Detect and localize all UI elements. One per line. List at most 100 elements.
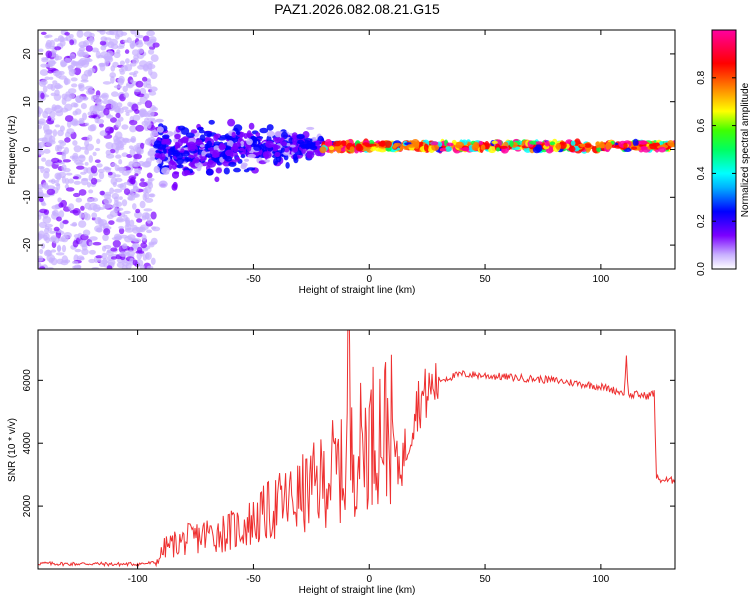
heatmap-cell: [122, 85, 128, 93]
heatmap-cell: [69, 209, 79, 214]
heatmap-cell: [38, 255, 44, 262]
heatmap-cell: [75, 197, 83, 203]
heatmap-cell: [116, 49, 121, 54]
heatmap-cell: [109, 210, 118, 218]
colorbar-tick-label: 0.4: [696, 166, 707, 180]
heatmap-cell: [43, 171, 50, 179]
heatmap-cell: [190, 129, 198, 134]
heatmap-cell: [296, 133, 305, 140]
heatmap-cell: [75, 61, 80, 65]
heatmap-cell: [264, 159, 270, 163]
heatmap-cell: [55, 110, 64, 117]
heatmap-cell: [658, 146, 667, 153]
heatmap-cell: [56, 216, 62, 222]
heatmap-cell: [71, 83, 78, 88]
heatmap-cell: [142, 187, 148, 194]
heatmap-cell: [119, 70, 126, 75]
heatmap-cell: [153, 165, 160, 174]
heatmap-cell: [180, 148, 185, 153]
snr-plot-background: [38, 330, 675, 569]
heatmap-cell: [57, 197, 62, 203]
heatmap-cell: [94, 159, 101, 163]
snr-plot: -100 -50 0 50 100 2000 4000 6000 Height of str…: [7, 329, 676, 596]
heatmap-cell: [63, 78, 71, 85]
heatmap-cell: [53, 93, 62, 102]
heatmap-cell: [84, 149, 89, 155]
heatmap-cell: [149, 86, 158, 92]
heatmap-cell: [85, 45, 93, 52]
heatmap-cell: [630, 146, 638, 150]
heatmap-cell: [124, 236, 133, 243]
heatmap-cell: [38, 124, 42, 130]
heatmap-cell: [147, 150, 155, 157]
heatmap-cell: [50, 249, 57, 253]
heatmap-cell: [88, 241, 93, 246]
heatmap-cell: [131, 193, 140, 198]
heatmap-cell: [274, 130, 283, 138]
heatmap-cell: [146, 265, 154, 269]
heatmap-cell: [39, 266, 46, 269]
heatmap-cell: [75, 162, 84, 166]
heatmap-cell: [69, 53, 76, 60]
heatmap-cell: [134, 211, 142, 219]
heatmap-cell: [116, 167, 125, 171]
heatmap-cell: [145, 157, 152, 164]
heatmap-cell: [446, 142, 454, 147]
heatmap-cell: [66, 128, 75, 135]
heatmap-cell: [61, 93, 68, 100]
heatmap-cell: [58, 202, 64, 208]
heatmap-cell: [264, 152, 269, 160]
heatmap-cell: [81, 73, 89, 82]
heatmap-cell: [142, 192, 147, 201]
heatmap-cell: [247, 153, 256, 159]
heatmap-cell: [461, 147, 470, 152]
heatmap-cell: [137, 34, 144, 39]
heatmap-cell: [121, 124, 129, 130]
heatmap-cell: [147, 137, 152, 146]
heatmap-cell: [51, 157, 60, 164]
heatmap-cell: [47, 69, 54, 74]
heatmap-cell: [96, 30, 104, 33]
heatmap-cell: [54, 124, 61, 128]
heatmap-cell: [88, 115, 97, 119]
heatmap-cell: [38, 107, 44, 115]
heatmap-cell: [153, 140, 162, 148]
snr-y-axis-label: SNR (10 * v/v): [7, 418, 18, 482]
heatmap-cell: [135, 208, 141, 214]
heatmap-cell: [104, 126, 114, 134]
heatmap-cell: [92, 204, 101, 213]
heatmap-cell: [88, 155, 94, 163]
heatmap-cell: [64, 137, 71, 143]
heatmap-cell: [68, 203, 75, 211]
heatmap-cell: [206, 140, 212, 148]
heatmap-cell: [177, 125, 186, 131]
heatmap-cell: [127, 195, 134, 201]
heatmap-cell: [49, 45, 56, 50]
heatmap-cell: [115, 154, 122, 159]
heatmap-x-tick-label: -100: [128, 274, 148, 285]
heatmap-cell: [72, 110, 78, 116]
heatmap-cell: [106, 114, 114, 119]
heatmap-cell: [87, 134, 93, 142]
heatmap-cell: [113, 85, 123, 89]
heatmap-cell: [108, 220, 115, 226]
heatmap-cell: [38, 137, 47, 142]
heatmap-cell: [111, 91, 119, 97]
heatmap-cell: [59, 125, 65, 132]
heatmap-cell: [227, 140, 234, 148]
heatmap-cell: [81, 177, 89, 181]
heatmap-cell: [133, 185, 139, 193]
snr-series-line: [38, 330, 675, 568]
heatmap-cell: [123, 39, 129, 43]
heatmap-cell: [300, 141, 308, 149]
heatmap-cell: [81, 244, 88, 251]
heatmap-cell: [203, 130, 213, 137]
heatmap-cell: [570, 140, 576, 146]
heatmap-cell: [55, 183, 61, 187]
heatmap-cell: [309, 145, 318, 151]
heatmap-cell: [385, 140, 392, 148]
heatmap-cell: [78, 84, 85, 92]
heatmap-cell: [99, 259, 109, 265]
heatmap-cell: [57, 35, 64, 42]
